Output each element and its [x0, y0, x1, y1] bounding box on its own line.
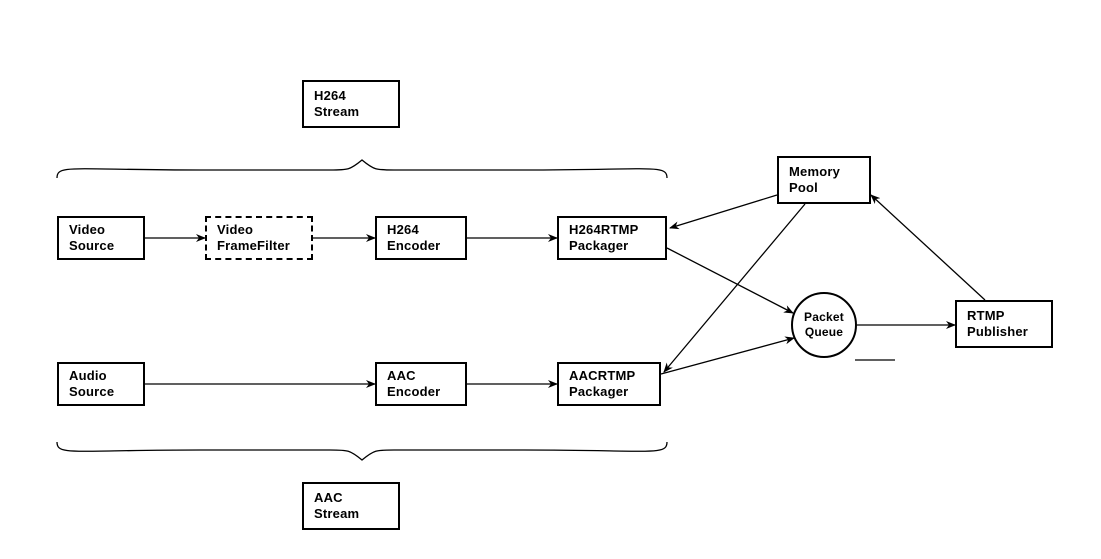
aac-brace	[57, 442, 667, 460]
node-rtmp-publisher: RTMPPublisher	[955, 300, 1053, 348]
node-audio-source: AudioSource	[57, 362, 145, 406]
node-aac-stream: AACStream	[302, 482, 400, 530]
edge-memory-pool-to-aac-packager	[664, 204, 805, 372]
diagram-canvas: H264Stream VideoSource VideoFrameFilter …	[0, 0, 1101, 559]
edge-memory-pool-to-h264-packager	[670, 195, 777, 228]
node-label: AACStream	[314, 490, 359, 523]
edge-aac-packager-to-packet-queue	[661, 338, 794, 374]
node-h264rtmp-packager: H264RTMPPackager	[557, 216, 667, 260]
edges-layer	[0, 0, 1101, 559]
node-aac-encoder: AACEncoder	[375, 362, 467, 406]
node-label: VideoFrameFilter	[217, 222, 290, 255]
node-label: MemoryPool	[789, 164, 840, 197]
node-label: H264Encoder	[387, 222, 440, 255]
node-video-source: VideoSource	[57, 216, 145, 260]
node-label: PacketQueue	[804, 310, 844, 340]
node-label: H264Stream	[314, 88, 359, 121]
edge-h264-packager-to-packet-queue	[667, 248, 793, 313]
node-label: AudioSource	[69, 368, 114, 401]
h264-brace	[57, 160, 667, 178]
edge-rtmp-publisher-to-memory-pool	[871, 195, 985, 300]
node-label: H264RTMPPackager	[569, 222, 639, 255]
node-label: VideoSource	[69, 222, 114, 255]
node-aacrtmp-packager: AACRTMPPackager	[557, 362, 661, 406]
node-memory-pool: MemoryPool	[777, 156, 871, 204]
node-label: AACRTMPPackager	[569, 368, 635, 401]
node-packet-queue: PacketQueue	[791, 292, 857, 358]
node-label: AACEncoder	[387, 368, 440, 401]
node-video-frame-filter: VideoFrameFilter	[205, 216, 313, 260]
node-label: RTMPPublisher	[967, 308, 1028, 341]
node-h264-encoder: H264Encoder	[375, 216, 467, 260]
node-h264-stream: H264Stream	[302, 80, 400, 128]
